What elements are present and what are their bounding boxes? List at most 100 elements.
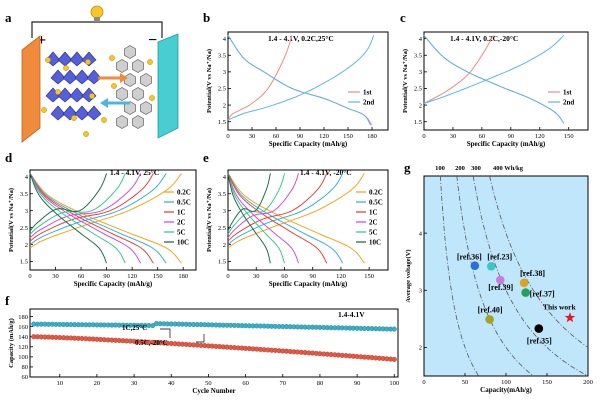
octahedron	[50, 105, 66, 121]
x-tick-label: 60	[479, 133, 486, 140]
graphene-hexagon	[116, 87, 128, 101]
x-tick-label: 40	[168, 380, 175, 387]
y-tick-label: 1.5	[218, 119, 226, 126]
series-line-2nd	[423, 34, 565, 104]
charge-curve-2C	[227, 173, 300, 239]
y-tick-label: 1.5	[20, 259, 28, 266]
charge-curve-0.5C	[227, 173, 344, 245]
x-tick-label: 80	[317, 380, 324, 387]
data-point-ref	[495, 275, 505, 285]
charge-curve-10C	[227, 173, 271, 232]
x-tick-label: 10	[56, 380, 63, 387]
energy-density-curve	[440, 175, 479, 377]
octahedron	[62, 69, 78, 85]
charge-curve-2C	[29, 173, 142, 239]
point-label: [ref.23]	[487, 252, 512, 261]
x-tick-label: 30	[131, 380, 138, 387]
y-tick-label: 3.5	[218, 191, 226, 198]
y-tick-label: 3.5	[20, 191, 28, 198]
x-tick-label: 150	[364, 273, 374, 280]
plot-frame	[423, 31, 589, 131]
charge-curve-1C	[227, 173, 328, 242]
point-label: [ref.36]	[457, 253, 482, 262]
sodium-ion	[85, 59, 91, 65]
y-tick-label: 3	[419, 69, 422, 76]
panel-a-schematic: a + −	[5, 5, 179, 143]
series-line-2nd	[423, 34, 565, 124]
cathode-current-collector	[21, 35, 41, 143]
x-tick-label: 50	[205, 380, 212, 387]
point-label: [ref.40]	[478, 305, 503, 314]
y-tick-label: 2	[223, 242, 226, 249]
y-tick-label: 160	[18, 324, 28, 331]
legend-label: 0.2C	[369, 189, 383, 197]
sodium-ion	[63, 65, 69, 71]
sodium-ion	[111, 83, 117, 89]
legend-label: 1st	[563, 89, 572, 97]
x-axis-label: Specific Capacity (mAh/g)	[467, 140, 546, 148]
x-tick-label: 70	[280, 380, 287, 387]
x-tick-label: 0	[422, 133, 425, 140]
x-tick-label: 90	[508, 133, 515, 140]
y-tick-label: 120	[18, 344, 28, 351]
y-tick-label: 4	[25, 174, 29, 181]
charge-curve-0.2C	[29, 173, 182, 249]
panel-letter-a: a	[5, 10, 12, 25]
point-label: [ref.35]	[527, 337, 552, 346]
sodium-ions	[41, 55, 155, 137]
energy-density-curve	[489, 175, 589, 348]
sodium-ion	[101, 117, 107, 123]
discharge-curve-2C	[227, 173, 300, 264]
sodium-ion	[41, 107, 47, 113]
octahedron	[69, 51, 85, 67]
data-point-ref	[534, 324, 544, 333]
x-tick-label: 120	[336, 273, 346, 280]
octahedron	[74, 69, 90, 85]
x-tick-label: 0	[226, 133, 229, 140]
y-tick-label: 3.5	[218, 52, 226, 59]
x-tick-label: 20	[94, 380, 101, 387]
x-tick-label: 150	[542, 379, 552, 386]
charge-curve-5C	[29, 173, 126, 235]
y-tick-label: 2	[223, 102, 226, 109]
legend-label: 2C	[369, 219, 378, 227]
y-tick-label: 2.5	[414, 86, 422, 93]
charge-curve-1C	[29, 173, 154, 242]
series-line-1st	[227, 35, 293, 121]
y-tick-label: 1.5	[218, 259, 226, 266]
graphene-hexagon	[132, 115, 144, 129]
graphene-hexagon	[124, 73, 136, 87]
plot-frame	[29, 308, 399, 378]
charge-curve-0.2C	[227, 173, 365, 249]
y-axis-label: Potential(V vs Na⁺/Na)	[402, 49, 409, 113]
legend-label: 0.5C	[369, 199, 383, 207]
series-annotation: 1C,25°C	[122, 324, 147, 332]
annotation-arrow	[160, 328, 171, 338]
y-axis-label: Potential(V vs Na⁺/Na)	[206, 49, 213, 113]
x-tick-label: 30	[52, 273, 59, 280]
x-axis-label: Specific Capacity (mAh/g)	[74, 280, 153, 288]
data-point-ref	[519, 278, 529, 288]
point-label: [ref.37]	[530, 290, 555, 299]
octahedron	[74, 105, 90, 121]
panel-c-chart: c 1.4 - 4.1V, 0.2C,-20°C 0 30 60 90 120 150 1.…	[400, 10, 589, 148]
data-point-ref	[470, 261, 480, 271]
discharge-curve-10C	[227, 173, 271, 264]
y-tick-label: 4	[223, 36, 227, 43]
graphene-hexagon	[132, 59, 144, 73]
y-tick-label: 80	[22, 364, 29, 371]
condition-label: 1.4-4.1V	[338, 310, 365, 319]
x-tick-label: 90	[103, 273, 110, 280]
graphene-hexagon	[124, 45, 136, 59]
legend-label: 2nd	[363, 99, 374, 107]
data-point-ref	[485, 315, 494, 324]
plot-frame	[29, 169, 197, 271]
plus-sign: +	[37, 32, 46, 49]
legend-label: 1C	[177, 209, 186, 217]
x-tick-label: 0	[28, 273, 31, 280]
panel-f-chart: f 1.4-4.1V 10 20 30 40 50 60 70 80 90 100 60 80 100 1…	[5, 293, 399, 395]
x-tick-label: 30	[253, 273, 260, 280]
x-tick-label: 30	[450, 133, 457, 140]
data-point-05c-20c	[391, 356, 397, 362]
